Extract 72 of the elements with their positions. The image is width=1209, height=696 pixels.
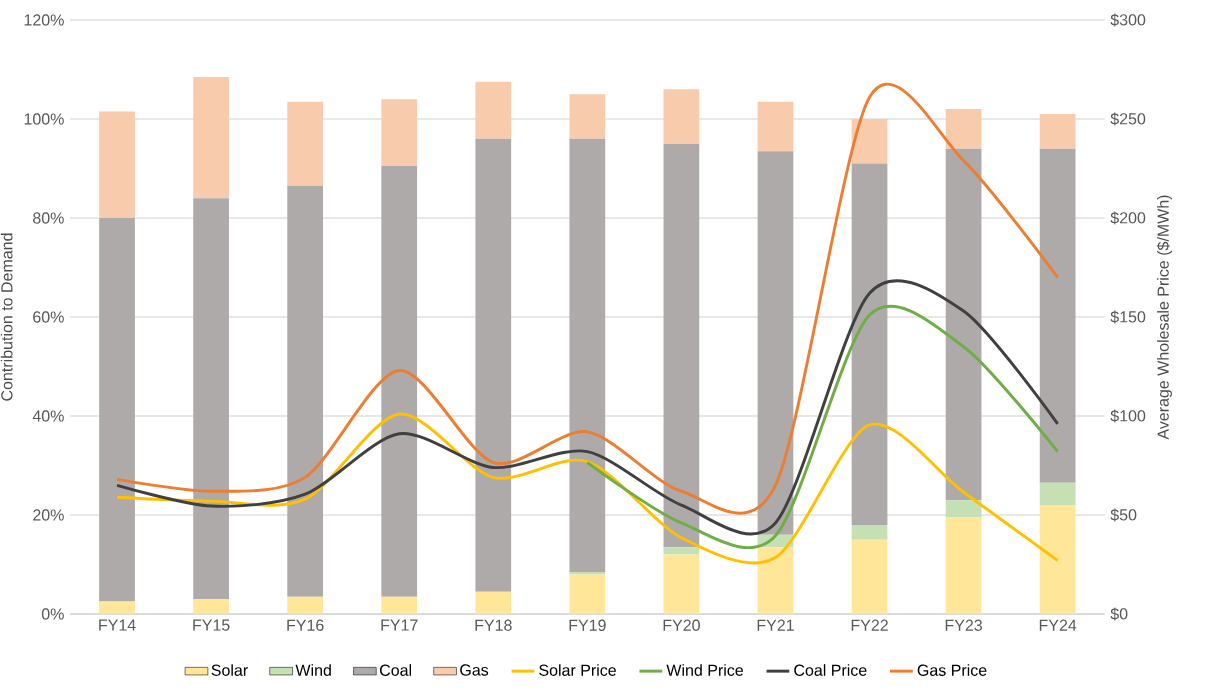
y-tick-label: 60%	[33, 311, 64, 323]
bar	[851, 163, 888, 525]
legend-label: Gas Price	[917, 664, 987, 676]
y-tick-label: 120%	[24, 14, 64, 26]
bar	[663, 554, 700, 614]
y-tick-label: 0%	[41, 608, 64, 620]
bar	[287, 101, 324, 186]
bar	[381, 596, 418, 614]
bar	[381, 166, 418, 597]
legend-label: Wind Price	[666, 664, 743, 676]
y-axis-title: Contribution to Demand	[0, 233, 13, 401]
x-tick-label: FY15	[193, 619, 230, 631]
legend-label: Coal Price	[794, 664, 867, 676]
x-tick-label: FY16	[287, 619, 324, 631]
bar	[945, 500, 982, 518]
legend-label: Solar Price	[539, 664, 616, 676]
y-tick-label: 20%	[33, 509, 64, 521]
x-tick-label: FY24	[1039, 619, 1077, 631]
bar	[475, 138, 512, 592]
legend-label: Solar	[211, 664, 248, 676]
bar	[381, 99, 418, 167]
bar	[663, 89, 700, 144]
bar	[99, 218, 135, 602]
bar	[475, 81, 512, 139]
bar	[193, 76, 229, 199]
y-tick-label: 80%	[33, 212, 64, 224]
bar	[569, 138, 606, 572]
y2-tick-label: $250	[1110, 112, 1146, 126]
x-tick-label: FY14	[99, 619, 136, 631]
x-tick-label: FY21	[757, 619, 794, 631]
bar	[851, 118, 888, 164]
y2-tick-label: $0	[1110, 607, 1128, 621]
bar	[99, 111, 135, 218]
bar	[851, 539, 888, 614]
bar	[945, 109, 982, 149]
y2-tick-label: $200	[1110, 211, 1146, 225]
bar	[663, 547, 700, 555]
bar	[287, 596, 324, 614]
bar	[475, 591, 512, 614]
bar	[569, 574, 606, 614]
bar	[851, 524, 888, 540]
bar	[99, 601, 135, 614]
legend-label: Wind	[295, 664, 331, 676]
bar	[1039, 148, 1076, 483]
bar	[757, 101, 794, 152]
bar	[757, 547, 794, 614]
x-tick-label: FY23	[945, 619, 983, 631]
y2-tick-label: $100	[1110, 409, 1146, 423]
y2-tick-label: $50	[1110, 508, 1137, 522]
y-tick-label: 100%	[24, 113, 64, 125]
bar	[945, 148, 982, 501]
y-tick-label: 40%	[32, 410, 64, 422]
y2-tick-label: $150	[1110, 310, 1146, 324]
x-tick-label: FY18	[475, 619, 512, 631]
x-tick-label: FY17	[381, 619, 418, 631]
bar	[1039, 482, 1076, 506]
bar	[569, 94, 606, 139]
bar	[663, 143, 700, 548]
x-tick-label: FY19	[569, 619, 606, 631]
bar	[287, 185, 324, 597]
legend-label: Coal	[380, 664, 412, 676]
bar	[1039, 505, 1076, 614]
bar	[193, 198, 229, 600]
bar	[193, 599, 229, 614]
y2-tick-label: $300	[1110, 13, 1146, 27]
bar	[1039, 114, 1076, 149]
x-tick-label: FY22	[851, 619, 888, 631]
y2-axis-title: Average Wholesale Price ($/MWh)	[1156, 195, 1172, 440]
bar	[945, 517, 982, 614]
x-tick-label: FY20	[663, 619, 700, 631]
legend-label: Gas	[460, 664, 489, 676]
bar	[757, 151, 794, 535]
